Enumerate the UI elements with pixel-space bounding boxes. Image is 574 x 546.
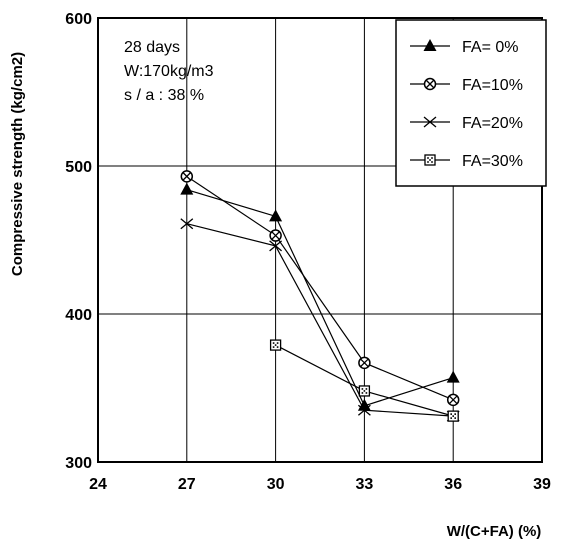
y-axis-label: Compressive strength (kg/cm2) [9,52,26,276]
series-line-2 [186,223,454,417]
annotation-water: W:170kg/m3 [124,63,214,80]
annotation-sand-ratio: s / a : 38 % [124,87,204,104]
series-line-1 [186,175,454,401]
data-point [358,385,371,397]
legend: FA= 0% FA=10% FA=20% FA=30% [395,19,547,187]
legend-entry-0: FA= 0% [410,39,518,56]
legend-marker [423,77,437,91]
series-line-0 [186,189,454,407]
x-tick-label: 39 [533,476,551,493]
y-tick-labels: 300 400 500 600 [65,11,92,472]
x-tick-label: 24 [89,476,107,493]
y-tick-label: 400 [65,307,92,324]
legend-entry-3: FA=30% [410,153,523,170]
legend-marker [423,39,437,51]
y-tick-label: 500 [65,159,92,176]
x-tick-label: 30 [267,476,285,493]
data-point [269,339,282,351]
legend-box [395,19,547,187]
data-point [269,209,283,222]
data-point [269,240,283,252]
legend-marker [424,154,436,166]
data-point [269,229,282,242]
data-point [180,218,194,230]
legend-marker [423,116,437,128]
y-tick-label: 300 [65,455,92,472]
data-point [446,393,460,407]
data-point [447,410,459,422]
x-tick-label: 27 [178,476,196,493]
data-point [357,404,371,416]
y-tick-label: 600 [65,11,92,28]
data-point [180,170,194,183]
legend-entry-2: FA=20% [410,115,523,132]
series-0 [180,182,460,411]
x-tick-labels: 24 27 30 33 36 39 [89,476,551,493]
legend-entry-1: FA=10% [410,77,523,94]
legend-label: FA= 0% [462,39,518,56]
legend-label: FA=20% [462,115,523,132]
x-tick-label: 36 [444,476,462,493]
series-group [180,170,460,422]
data-point [358,356,371,370]
annotation-age: 28 days [124,39,180,56]
series-2 [180,218,460,422]
x-axis-label: W/(C+FA) (%) [447,523,542,540]
data-point [180,182,194,195]
legend-label: FA=30% [462,153,523,170]
plot-frame [97,17,543,463]
data-point [446,370,460,383]
series-1 [180,170,460,407]
x-tick-label: 33 [356,476,374,493]
legend-label: FA=10% [462,77,523,94]
series-3 [269,339,459,422]
condition-annotation: 28 days W:170kg/m3 s / a : 38 % [124,39,214,104]
